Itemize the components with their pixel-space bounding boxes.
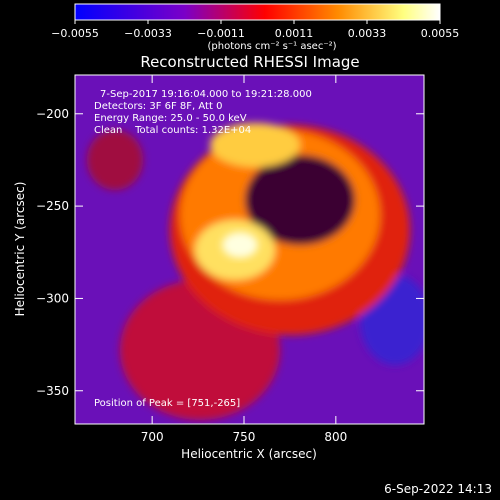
y-tick-label: −250 [36,199,69,213]
colorbar-unit-label: (photons cm⁻² s⁻¹ asec⁻²) [207,41,336,52]
x-tick-label: 750 [233,430,256,444]
red-upper-left-blob [87,130,143,190]
colorbar-tick-label: 0.0033 [348,27,387,40]
colorbar-tick-label: −0.0055 [51,27,99,40]
peak-spot [222,232,258,258]
colorbar-gradient [74,3,441,21]
colorbar-tick-label: 0.0011 [275,27,314,40]
annotation-detectors: Detectors: 3F 6F 8F, Att 0 [94,101,222,112]
footer-timestamp: 6-Sep-2022 14:13 [384,482,492,496]
x-tick-label: 700 [141,430,164,444]
y-tick-label: −350 [36,384,69,398]
x-tick-label: 800 [324,430,347,444]
colorbar-tick-label: 0.0055 [421,27,460,40]
annotation-peak-position: Position of Peak = [751,-265] [94,398,240,409]
y-tick-label: −300 [36,291,69,305]
x-axis-label: Heliocentric X (arcsec) [181,447,317,461]
plot-frame [74,74,425,425]
heatmap-image [75,75,424,424]
y-axis-ticks: −200 −250 −300 −350 [36,107,424,398]
annotation-clean-counts: Clean Total counts: 1.32E+04 [94,125,251,136]
y-axis-label: Heliocentric Y (arcsec) [13,182,27,317]
colorbar-tick-label: −0.0033 [124,27,172,40]
chart-title: Reconstructed RHESSI Image [140,53,359,71]
annotation-energy-range: Energy Range: 25.0 - 50.0 keV [94,113,247,124]
y-tick-label: −200 [36,107,69,121]
colorbar-tick-label: −0.0011 [197,27,245,40]
dark-core [245,155,355,245]
x-axis-ticks: 700 750 800 [141,75,347,444]
chart-title-wrap: Reconstructed RHESSI Image [140,53,359,71]
colorbar: −0.0055 −0.0033 −0.0011 0.0011 0.0033 0.0055 … [51,3,459,52]
bright-top [210,123,300,167]
annotation-time-range: 7-Sep-2017 19:16:04.000 to 19:21:28.000 [100,89,312,100]
colorbar-ticks: −0.0055 −0.0033 −0.0011 0.0011 0.0033 0.0055 [51,20,459,40]
